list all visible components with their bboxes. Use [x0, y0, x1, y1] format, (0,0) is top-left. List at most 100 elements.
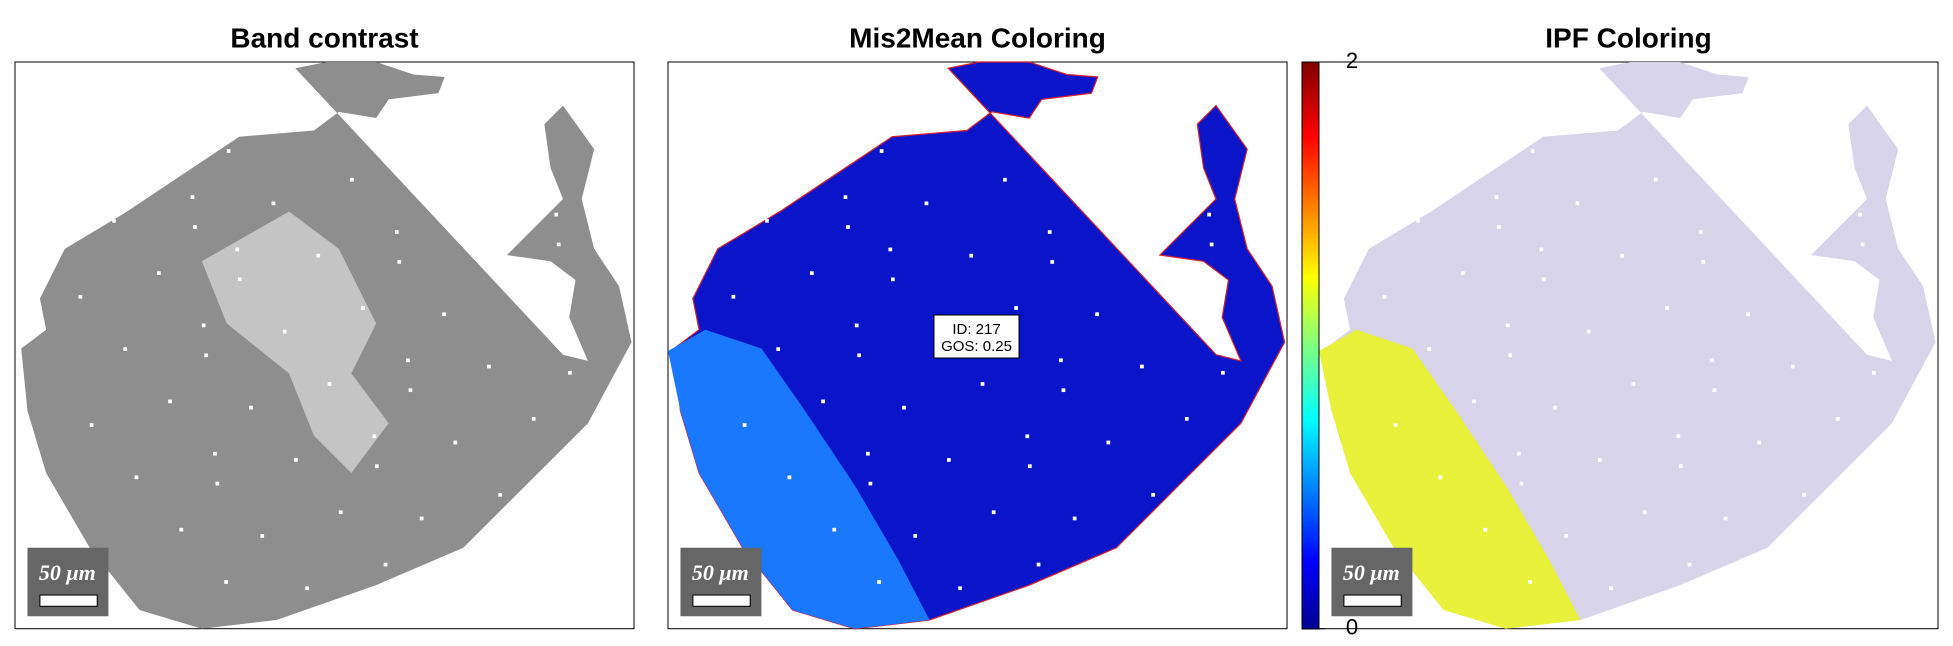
- pixel: [565, 340, 570, 345]
- pixel: [868, 481, 873, 486]
- pixel: [1517, 451, 1521, 456]
- pixel: [215, 481, 220, 486]
- pixel: [327, 382, 332, 386]
- pixel: [1083, 184, 1088, 188]
- pixel: [1151, 492, 1155, 497]
- pixel: [1564, 534, 1569, 538]
- pixel: [1631, 382, 1636, 386]
- pixel: [372, 434, 377, 439]
- pixel: [787, 475, 792, 480]
- panel-title: IPF Coloring: [1545, 22, 1711, 53]
- pixel: [1860, 242, 1865, 247]
- pixel: [554, 212, 559, 217]
- datatip-line: GOS: 0.25: [941, 338, 1012, 355]
- datatip: ID: 217 GOS: 0.25: [933, 314, 1020, 359]
- pixel: [1849, 575, 1854, 579]
- panel-title: Mis2Mean Coloring: [849, 22, 1106, 53]
- pixel: [1541, 277, 1546, 282]
- pixel: [1858, 212, 1863, 217]
- pixel: [237, 277, 242, 282]
- pixel: [430, 184, 435, 188]
- pixel: [1047, 230, 1052, 234]
- pixel: [1746, 312, 1750, 317]
- pixel: [1586, 329, 1591, 334]
- pixel: [1824, 288, 1829, 293]
- pixel: [946, 458, 951, 462]
- pixel: [877, 580, 881, 584]
- pixel: [193, 225, 197, 229]
- pixel: [316, 253, 321, 258]
- pixel: [1768, 568, 1773, 573]
- pixel: [442, 312, 446, 317]
- pixel: [866, 451, 870, 456]
- pixel: [235, 247, 240, 252]
- pixel: [1494, 195, 1499, 200]
- pixel: [1654, 177, 1658, 182]
- pixel: [112, 218, 116, 223]
- pixel: [1128, 236, 1133, 241]
- pixel: [924, 201, 929, 206]
- pixel: [821, 399, 825, 404]
- pixel: [1505, 323, 1510, 328]
- pixel: [1025, 434, 1030, 439]
- pixel: [134, 475, 139, 480]
- pixel: [509, 160, 514, 165]
- pixel: [854, 323, 859, 328]
- pixel: [1553, 405, 1557, 410]
- datatip-line: ID: 217: [952, 321, 1000, 338]
- pixel: [1140, 364, 1144, 369]
- pixel: [520, 288, 525, 293]
- pixel: [168, 399, 172, 404]
- pixel: [717, 136, 722, 141]
- pixel: [742, 423, 747, 427]
- pixel: [1723, 516, 1728, 521]
- pixel: [305, 586, 309, 591]
- pixel: [204, 353, 209, 358]
- pixel: [1173, 288, 1178, 293]
- pixel: [1710, 358, 1714, 363]
- pixel: [1508, 353, 1513, 358]
- pixel: [1575, 201, 1580, 206]
- pixel: [1734, 184, 1739, 188]
- pixel: [293, 458, 298, 462]
- pixel: [1687, 562, 1692, 567]
- pixel: [1050, 260, 1055, 264]
- pixel: [1757, 440, 1762, 445]
- scalebar-label: 50 μm: [39, 560, 96, 585]
- pixel: [1712, 388, 1717, 393]
- pixel: [1039, 592, 1043, 597]
- pixel: [1483, 527, 1488, 532]
- colorbar: [1301, 61, 1320, 630]
- pixel: [406, 358, 410, 363]
- pixel: [397, 260, 402, 264]
- pixel: [249, 405, 253, 410]
- pixel: [1207, 212, 1212, 217]
- pixel: [1198, 575, 1203, 579]
- pixel: [1869, 340, 1874, 345]
- pixel: [1676, 434, 1681, 439]
- pixel: [720, 166, 725, 171]
- scalebar: [39, 594, 98, 607]
- pixel: [1229, 469, 1234, 474]
- pixel: [224, 580, 228, 584]
- pixel: [408, 388, 413, 393]
- pixel: [1665, 306, 1669, 310]
- scalebar: [1343, 594, 1402, 607]
- pixel: [888, 247, 893, 252]
- pixel: [1393, 423, 1398, 427]
- pixel: [568, 370, 572, 375]
- map: [668, 61, 1286, 630]
- pixel: [1027, 464, 1032, 469]
- pixel: [350, 177, 354, 182]
- pixel: [475, 236, 480, 241]
- pixel: [386, 592, 390, 597]
- pixel: [1427, 347, 1432, 351]
- pixel: [991, 510, 996, 515]
- pixel: [394, 230, 399, 234]
- pixel: [543, 545, 547, 549]
- pixel: [809, 271, 814, 275]
- map: [1319, 62, 1936, 629]
- pixel: [338, 510, 343, 515]
- pixel: [1072, 516, 1077, 521]
- pixel: [1196, 545, 1200, 549]
